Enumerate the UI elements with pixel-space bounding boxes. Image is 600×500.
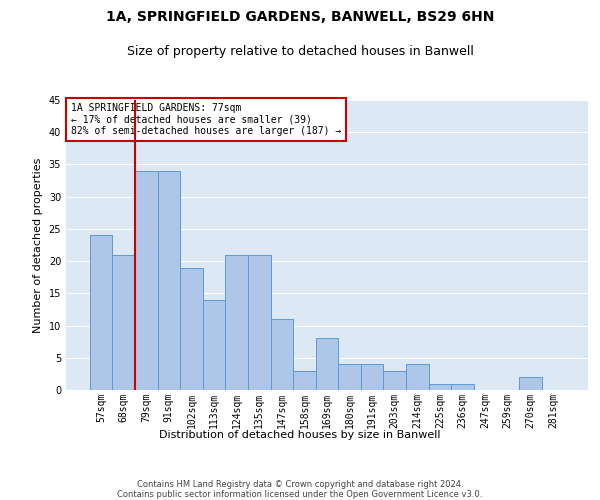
- Y-axis label: Number of detached properties: Number of detached properties: [33, 158, 43, 332]
- Bar: [428, 384, 451, 390]
- Bar: [248, 254, 271, 390]
- Bar: [112, 254, 135, 390]
- Text: 1A SPRINGFIELD GARDENS: 77sqm
← 17% of detached houses are smaller (39)
82% of s: 1A SPRINGFIELD GARDENS: 77sqm ← 17% of d…: [71, 103, 341, 136]
- Bar: [90, 236, 112, 390]
- Bar: [338, 364, 361, 390]
- Bar: [316, 338, 338, 390]
- Bar: [203, 300, 226, 390]
- Bar: [293, 370, 316, 390]
- Bar: [135, 171, 158, 390]
- Bar: [383, 370, 406, 390]
- Bar: [406, 364, 428, 390]
- Text: Size of property relative to detached houses in Banwell: Size of property relative to detached ho…: [127, 45, 473, 58]
- Bar: [361, 364, 383, 390]
- Bar: [519, 377, 542, 390]
- Bar: [226, 254, 248, 390]
- Bar: [271, 319, 293, 390]
- Text: 1A, SPRINGFIELD GARDENS, BANWELL, BS29 6HN: 1A, SPRINGFIELD GARDENS, BANWELL, BS29 6…: [106, 10, 494, 24]
- Bar: [180, 268, 203, 390]
- Bar: [158, 171, 180, 390]
- Text: Distribution of detached houses by size in Banwell: Distribution of detached houses by size …: [159, 430, 441, 440]
- Text: Contains HM Land Registry data © Crown copyright and database right 2024.
Contai: Contains HM Land Registry data © Crown c…: [118, 480, 482, 500]
- Bar: [451, 384, 474, 390]
